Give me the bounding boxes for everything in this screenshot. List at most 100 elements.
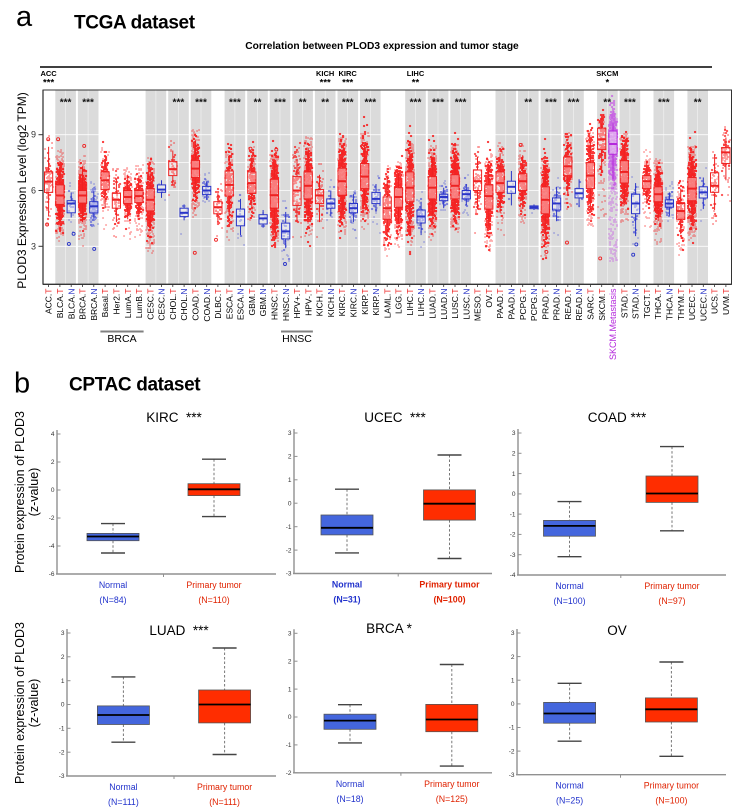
svg-text:KICH.N: KICH.N — [326, 289, 336, 318]
svg-text:LAML.T: LAML.T — [382, 289, 392, 319]
svg-text:Normal: Normal — [332, 580, 362, 590]
svg-text:Protein expression of PLOD3: Protein expression of PLOD3 — [13, 411, 27, 573]
svg-text:LUSC.N: LUSC.N — [461, 289, 471, 320]
svg-text:***: *** — [173, 98, 185, 109]
svg-text:4: 4 — [51, 431, 55, 438]
svg-text:***: *** — [229, 98, 241, 109]
svg-text:(N=111): (N=111) — [209, 797, 240, 807]
svg-text:-1: -1 — [286, 524, 292, 531]
svg-text:***: *** — [60, 98, 72, 109]
svg-text:HNSC: HNSC — [282, 333, 312, 345]
svg-text:(N=31): (N=31) — [333, 595, 360, 605]
svg-text:Primary tumor: Primary tumor — [419, 580, 480, 590]
svg-text:(N=84): (N=84) — [99, 595, 126, 605]
svg-text:CHOL.T: CHOL.T — [168, 289, 178, 320]
svg-text:(N=18): (N=18) — [336, 794, 363, 804]
svg-text:**: ** — [412, 78, 420, 89]
svg-text:2: 2 — [61, 654, 65, 661]
svg-text:1: 1 — [512, 471, 516, 478]
svg-text:(z-value): (z-value) — [27, 468, 41, 517]
svg-text:0: 0 — [288, 500, 292, 507]
svg-text:-1: -1 — [59, 726, 65, 733]
svg-text:ACC: ACC — [40, 69, 57, 78]
svg-text:3: 3 — [511, 630, 515, 637]
svg-text:Her2.T: Her2.T — [112, 289, 122, 315]
svg-text:KICH.T: KICH.T — [315, 289, 325, 317]
svg-text:THCA.N: THCA.N — [665, 289, 675, 321]
svg-text:Primary tumor: Primary tumor — [424, 779, 479, 789]
svg-text:ESCA.T: ESCA.T — [224, 289, 234, 320]
svg-text:**: ** — [603, 98, 611, 109]
svg-text:***: *** — [43, 78, 54, 89]
svg-text:UVM.T: UVM.T — [721, 289, 731, 315]
svg-text:KIRC.N: KIRC.N — [349, 289, 359, 318]
svg-text:THCA.T: THCA.T — [653, 289, 663, 320]
svg-text:**: ** — [299, 98, 307, 109]
svg-text:**: ** — [694, 98, 702, 109]
svg-text:LUAD.T: LUAD.T — [428, 289, 438, 319]
svg-text:PAAD.N: PAAD.N — [507, 289, 517, 320]
svg-text:BLCA.N: BLCA.N — [66, 289, 76, 320]
svg-text:COAD ***: COAD *** — [588, 410, 647, 425]
svg-text:UCS.T: UCS.T — [710, 289, 720, 315]
svg-text:(N=100): (N=100) — [433, 595, 465, 605]
svg-text:Primary tumor: Primary tumor — [644, 781, 699, 791]
svg-text:-1: -1 — [510, 511, 516, 518]
svg-text:***: *** — [410, 98, 422, 109]
svg-text:GBM.T: GBM.T — [247, 289, 257, 316]
svg-text:SKCM.Metastasis: SKCM.Metastasis — [608, 288, 618, 360]
svg-text:UCEC ***: UCEC *** — [364, 410, 426, 425]
svg-text:STAD.N: STAD.N — [631, 289, 641, 320]
svg-text:1: 1 — [61, 678, 65, 685]
svg-text:3: 3 — [288, 430, 292, 437]
svg-text:3: 3 — [512, 430, 516, 437]
svg-text:3: 3 — [61, 630, 65, 637]
svg-text:0: 0 — [288, 714, 292, 721]
svg-text:LumB.T: LumB.T — [134, 289, 144, 319]
svg-text:**: ** — [524, 98, 532, 109]
svg-text:LIHC.N: LIHC.N — [416, 289, 426, 317]
svg-text:LIHC: LIHC — [407, 69, 425, 78]
svg-text:KIRC ***: KIRC *** — [146, 410, 202, 425]
svg-text:BRCA *: BRCA * — [366, 621, 413, 636]
svg-text:-2: -2 — [286, 770, 292, 777]
svg-text:(N=100): (N=100) — [553, 596, 585, 606]
svg-text:PLOD3 Expression Level (log2 T: PLOD3 Expression Level (log2 TPM) — [15, 92, 29, 289]
svg-text:PCPG.T: PCPG.T — [518, 289, 528, 321]
svg-text:-1: -1 — [509, 725, 515, 732]
svg-text:***: *** — [82, 98, 94, 109]
svg-text:KICH: KICH — [316, 69, 334, 78]
svg-text:-3: -3 — [510, 552, 516, 559]
svg-text:0: 0 — [512, 491, 516, 498]
svg-text:b: b — [14, 368, 30, 400]
svg-text:GBM.N: GBM.N — [258, 289, 268, 317]
svg-text:Basal.T: Basal.T — [100, 289, 110, 318]
svg-text:2: 2 — [288, 454, 292, 461]
svg-text:1: 1 — [288, 477, 292, 484]
svg-text:BRCA: BRCA — [107, 333, 136, 345]
svg-text:***: *** — [342, 78, 353, 89]
svg-text:THYM.T: THYM.T — [676, 289, 686, 321]
svg-text:***: *** — [568, 98, 580, 109]
svg-text:-6: -6 — [49, 571, 55, 578]
svg-text:1: 1 — [511, 677, 515, 684]
svg-text:2: 2 — [51, 459, 55, 466]
svg-text:-2: -2 — [49, 515, 55, 522]
svg-text:LUAD.N: LUAD.N — [439, 289, 449, 320]
svg-text:***: *** — [342, 98, 354, 109]
svg-text:***: *** — [432, 98, 444, 109]
svg-text:PRAD.T: PRAD.T — [540, 289, 550, 320]
svg-text:PRAD.N: PRAD.N — [552, 289, 562, 321]
svg-text:(N=25): (N=25) — [556, 796, 583, 806]
svg-text:STAD.T: STAD.T — [619, 289, 629, 319]
svg-text:KIRC.T: KIRC.T — [337, 289, 347, 317]
svg-text:-2: -2 — [59, 749, 65, 756]
svg-text:DLBC.T: DLBC.T — [213, 289, 223, 319]
svg-text:(N=111): (N=111) — [108, 797, 139, 807]
svg-text:-2: -2 — [509, 748, 515, 755]
svg-text:3: 3 — [288, 631, 292, 638]
svg-text:-3: -3 — [59, 773, 65, 780]
svg-text:-1: -1 — [286, 742, 292, 749]
svg-text:PAAD.T: PAAD.T — [495, 289, 505, 319]
svg-text:-3: -3 — [509, 772, 515, 779]
